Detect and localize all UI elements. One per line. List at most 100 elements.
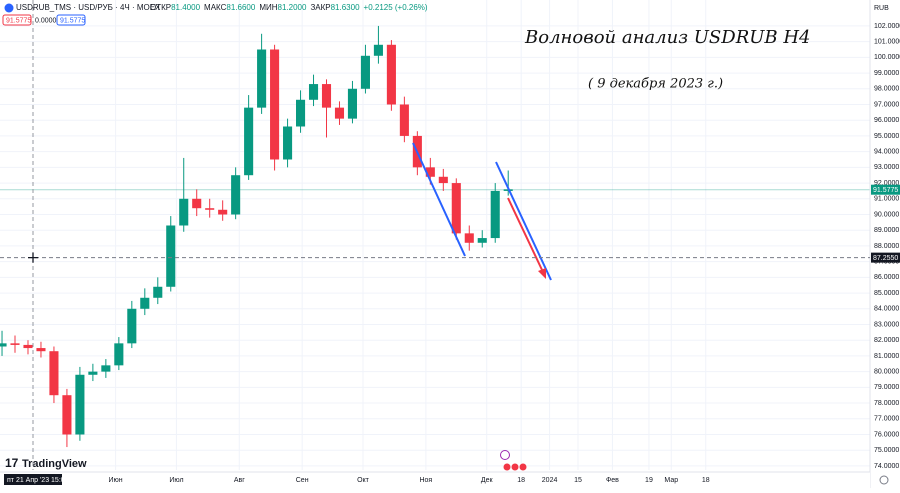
y-tick-label: 82.0000 <box>874 337 899 344</box>
crosshair-time-label: пт 21 Апр '23 15:00 <box>7 477 69 484</box>
candle-body <box>192 198 202 209</box>
candle-body <box>283 126 293 160</box>
x-tick-label: Окт <box>357 477 370 484</box>
candle-body <box>296 99 306 127</box>
y-tick-label: 90.0000 <box>874 211 899 218</box>
candle-body <box>438 176 448 184</box>
candle-body <box>308 84 319 100</box>
event-icon[interactable] <box>511 463 519 471</box>
annotation-date: ( 9 декабря 2023 г.) <box>588 77 723 92</box>
event-icon[interactable] <box>519 463 527 471</box>
y-tick-label: 94.0000 <box>874 148 899 155</box>
axis-labels: 74.0000 75.0000 76.0000 77.0000 78.0000 79.00… <box>109 23 900 484</box>
y-tick-label: 83.0000 <box>874 321 899 328</box>
x-tick-label: Авг <box>234 477 245 484</box>
last-price-tag <box>871 184 900 195</box>
brand: TradingView <box>22 458 87 470</box>
x-tick-label: Мар <box>664 477 678 484</box>
y-tick-label: 78.0000 <box>874 400 899 407</box>
candle-body <box>101 365 111 372</box>
x-tick-label: 19 <box>645 477 653 484</box>
annotation-title: Волновой анализ USDRUB H4 <box>524 27 811 48</box>
candle-body <box>451 183 461 234</box>
y-tick-label: 84.0000 <box>874 306 899 313</box>
y-tick-label: 89.0000 <box>874 227 899 234</box>
candle-body <box>36 348 46 352</box>
event-icon[interactable] <box>500 450 510 460</box>
time-axis <box>0 472 870 488</box>
settings-icon[interactable] <box>879 475 889 485</box>
y-tick-label: 99.0000 <box>874 70 899 77</box>
x-tick-label: Ноя <box>419 477 432 484</box>
y-tick-label: 79.0000 <box>874 384 899 391</box>
sell-box[interactable] <box>2 14 32 26</box>
candle-body <box>49 351 59 396</box>
candle-body <box>244 107 254 176</box>
ohlc-key: МАКС <box>204 3 227 12</box>
buy-price: 91.5775 <box>60 17 85 24</box>
symbol-icon <box>4 3 14 13</box>
ohlc-value: 81.2000 <box>278 3 307 12</box>
candle-body <box>360 55 370 89</box>
y-tick-label: 75.0000 <box>874 447 899 454</box>
x-tick-label: Июл <box>169 477 183 484</box>
x-tick-label: Сен <box>296 477 309 484</box>
y-tick-label: 95.0000 <box>874 133 899 140</box>
candle-body <box>0 343 7 347</box>
candle-body <box>153 286 163 298</box>
currency: RUB <box>874 5 889 12</box>
price-axis <box>870 0 900 488</box>
candle-body <box>88 371 98 375</box>
candle-body <box>231 175 241 215</box>
x-tick-label: 18 <box>517 477 525 484</box>
crosshair-time-tag <box>4 474 62 485</box>
candle-body <box>490 190 500 239</box>
y-tick-label: 91.0000 <box>874 196 899 203</box>
y-tick-label: 81.0000 <box>874 353 899 360</box>
candle-body <box>62 395 72 435</box>
candle-body <box>477 238 487 243</box>
y-tick-label: 74.0000 <box>874 463 899 470</box>
y-tick-label: 76.0000 <box>874 431 899 438</box>
candles <box>0 25 513 448</box>
crosshair-price-label: 87.2550 <box>873 255 898 262</box>
y-tick-label: 98.0000 <box>874 86 899 93</box>
candle-body <box>321 84 332 108</box>
y-tick-label: 101.0000 <box>874 38 900 45</box>
trend-line <box>412 142 466 257</box>
event-icon[interactable] <box>503 463 511 471</box>
y-tick-label: 97.0000 <box>874 101 899 108</box>
candle-body <box>270 49 280 160</box>
candle-body <box>399 104 409 136</box>
crosshair-price-tag <box>871 252 900 263</box>
ohlc-key: ЗАКР <box>310 3 330 12</box>
candle-body <box>166 225 176 287</box>
ohlc-value: 81.4000 <box>171 3 200 12</box>
y-tick-label: 93.0000 <box>874 164 899 171</box>
y-tick-label: 88.0000 <box>874 243 899 250</box>
last-price-label: 91.5775 <box>873 187 898 194</box>
spread: 0.0000 <box>35 17 57 24</box>
buy-box[interactable] <box>56 14 86 26</box>
y-tick-label: 86.0000 <box>874 274 899 281</box>
x-tick-label: 18 <box>702 477 710 484</box>
sell-price: 91.5775 <box>6 17 31 24</box>
y-tick-label: 100.0000 <box>874 54 900 61</box>
x-tick-label: 2024 <box>542 477 558 484</box>
candle-body <box>218 209 228 215</box>
y-tick-label: 85.0000 <box>874 290 899 297</box>
candle-body <box>347 88 358 119</box>
trend-line <box>495 161 552 281</box>
logo-mark: 17 <box>5 456 19 470</box>
ohlc-legend: ОТКР 81.4000 МАКС 81.6600 МИН 81.2000 ЗАКР 81.6… <box>150 3 428 12</box>
symbol: USDRUB_TMS · USD/РУБ · 4Ч · MOEX <box>16 3 161 12</box>
candle-body <box>257 49 267 108</box>
candle-body <box>75 374 85 435</box>
x-tick-label: Дек <box>481 477 494 484</box>
x-tick-label: Июн <box>109 477 123 484</box>
candle-body <box>425 167 435 177</box>
y-tick-label: 102.0000 <box>874 23 900 30</box>
ohlc-value: 81.6300 <box>331 3 360 12</box>
